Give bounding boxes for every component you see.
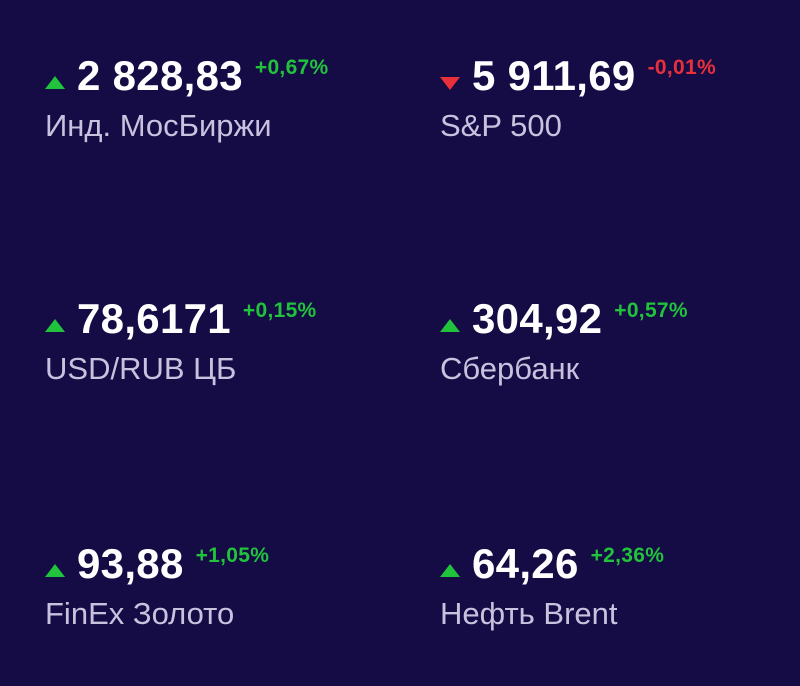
change: +0,57%	[614, 299, 688, 322]
change: +0,67%	[254, 56, 329, 79]
price: 304,92	[472, 295, 603, 342]
arrow-shape	[440, 319, 460, 332]
instrument-name: Инд. МосБиржи	[45, 108, 272, 143]
value-row: 78,6171 +0,15%	[77, 295, 317, 343]
value-row: 2 828,83 +0,67%	[77, 52, 329, 100]
ticker-item: 64,26 +2,36% Нефть Brent	[440, 538, 800, 648]
up-arrow	[45, 319, 65, 332]
value-row: 93,88 +1,05%	[77, 540, 269, 588]
value-row: 64,26 +2,36%	[472, 540, 664, 588]
arrow-shape	[440, 564, 460, 577]
arrow-shape	[45, 76, 65, 89]
instrument-name: USD/RUB ЦБ	[45, 351, 237, 386]
up-arrow	[440, 564, 460, 577]
ticker-item: 78,6171 +0,15% USD/RUB ЦБ	[45, 293, 405, 403]
instrument-name: S&P 500	[440, 108, 562, 143]
change: +0,15%	[242, 299, 317, 322]
price: 64,26	[472, 540, 579, 587]
ticker-item: 93,88 +1,05% FinEx Золото	[45, 538, 405, 648]
price: 93,88	[77, 540, 184, 587]
value-row: 5 911,69 -0,01%	[472, 52, 716, 100]
change: +2,36%	[590, 544, 665, 567]
arrow-shape	[45, 319, 65, 332]
price: 78,6171	[77, 295, 231, 342]
price: 5 911,69	[472, 52, 636, 99]
ticker-item: 304,92 +0,57% Сбербанк	[440, 293, 800, 403]
ticker-item: 5 911,69 -0,01% S&P 500	[440, 50, 800, 160]
arrow-shape	[440, 77, 460, 90]
instrument-name: FinEx Золото	[45, 596, 235, 631]
up-arrow	[45, 564, 65, 577]
change: -0,01%	[647, 56, 716, 79]
down-arrow	[440, 77, 460, 90]
instrument-name: Сбербанк	[440, 351, 580, 386]
up-arrow	[440, 319, 460, 332]
price: 2 828,83	[77, 52, 243, 99]
instrument-name: Нефть Brent	[440, 596, 618, 631]
change: +1,05%	[195, 544, 270, 567]
ticker-item: 2 828,83 +0,67% Инд. МосБиржи	[45, 50, 405, 160]
value-row: 304,92 +0,57%	[472, 295, 688, 343]
up-arrow	[45, 76, 65, 89]
arrow-shape	[45, 564, 65, 577]
